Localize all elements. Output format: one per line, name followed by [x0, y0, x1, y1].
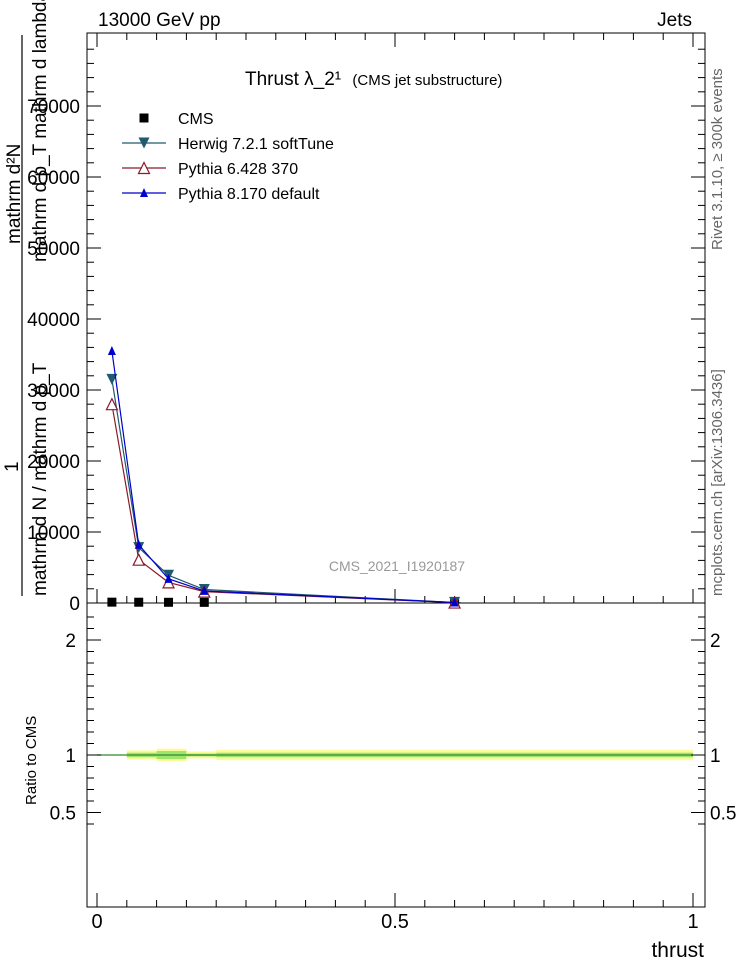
data-point [450, 597, 459, 607]
ratio-tick-label-right: 2 [710, 631, 721, 652]
data-point [199, 597, 209, 607]
x-tick-label: 0 [91, 911, 102, 933]
ratio-ylabel: Ratio to CMS [23, 716, 40, 805]
legend-label: Herwig 7.2.1 softTune [178, 136, 334, 153]
data-point [164, 573, 173, 583]
y-tick-label: 20000 [27, 452, 80, 473]
ratio-ticks: 0.5 0.5 1 1 2 2 [50, 616, 736, 825]
data-point [105, 397, 119, 411]
data-point [134, 597, 144, 607]
ratio-tick-label: 0.5 [50, 804, 76, 825]
legend-label: Pythia 8.170 default [178, 186, 320, 203]
analysis-label: CMS_2021_I1920187 [329, 558, 465, 574]
y-tick-label: 60000 [27, 168, 80, 189]
ylabel-top: mathrm d²N [4, 144, 25, 244]
data-point [107, 597, 117, 607]
data-point [106, 373, 118, 385]
legend: CMS Herwig 7.2.1 softTune Pythia 6.428 370… [122, 111, 334, 203]
ylabel-bottom: mathrm d p_T mathrm d lambda [30, 0, 51, 262]
legend-marker [138, 137, 150, 149]
ratio-tick-label: 2 [65, 631, 76, 652]
legend-marker [139, 113, 149, 123]
legend-marker [140, 188, 148, 197]
y-tick-label: 50000 [27, 239, 80, 260]
ratio-tick-label: 1 [65, 746, 76, 767]
y-tick-label: 0 [69, 594, 80, 615]
x-axis-label: thrust [651, 939, 704, 962]
ratio-bands [97, 748, 693, 762]
mcplots-label: mcplots.cern.ch [arXiv:1306.3436] [709, 369, 726, 596]
ratio-tick-label-right: 1 [710, 746, 721, 767]
y-tick-label: 30000 [27, 381, 80, 402]
x-tick-label: 1 [687, 911, 698, 933]
y-tick-label: 10000 [27, 523, 80, 544]
ylabel-fraction: mathrm d N / mathrm d p_T [30, 362, 51, 596]
data-point [107, 345, 116, 355]
data-point [132, 552, 146, 566]
category-label: Jets [657, 10, 692, 31]
ratio-tick-label-right: 0.5 [710, 804, 736, 825]
legend-label: Pythia 6.428 370 [178, 161, 298, 178]
ylabel-prefix: 1 [2, 461, 23, 472]
data-point [134, 539, 143, 549]
series-layer [105, 345, 462, 609]
data-point [200, 585, 209, 595]
legend-label: CMS [178, 111, 214, 128]
y-tick-label: 40000 [27, 310, 80, 331]
x-tick-label: 0.5 [381, 911, 409, 933]
main-x-ticks: 0 0.5 1 [91, 33, 699, 933]
rivet-label: Rivet 3.1.10, ≥ 300k events [709, 68, 726, 250]
y-tick-label: 70000 [27, 97, 80, 118]
energy-label: 13000 GeV pp [98, 10, 221, 31]
chart-title-text: Thrust λ_2¹ [245, 69, 341, 90]
data-point [164, 597, 174, 607]
main-ylabel: mathrm d²N mathrm d p_T mathrm d lambda … [2, 0, 51, 596]
main-y-ticks: 0 10000 20000 30000 40000 50000 60000 70000 [27, 48, 705, 615]
chart-title: Thrust λ_2¹ (CMS jet substructure) [245, 69, 502, 90]
legend-marker [137, 161, 151, 175]
chart-subtitle: (CMS jet substructure) [352, 72, 502, 89]
